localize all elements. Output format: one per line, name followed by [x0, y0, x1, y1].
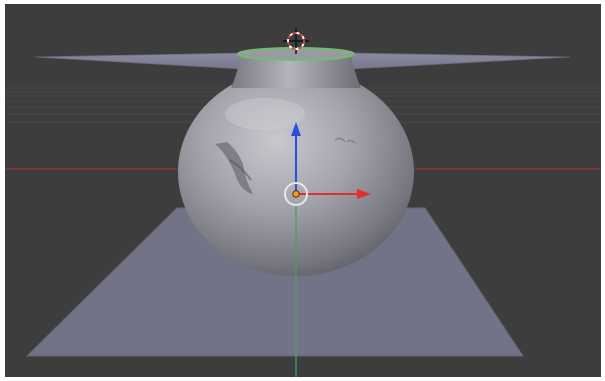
x-arrow-head[interactable] [357, 189, 371, 199]
3d-viewport[interactable] [5, 4, 601, 377]
translate-manipulator-icon[interactable] [284, 122, 371, 206]
object-origin-icon [292, 190, 300, 198]
viewport-canvas[interactable] [5, 4, 601, 377]
z-arrow-head[interactable] [291, 122, 301, 136]
3d-cursor-icon[interactable] [283, 28, 309, 54]
manipulator-ring[interactable] [284, 182, 308, 206]
